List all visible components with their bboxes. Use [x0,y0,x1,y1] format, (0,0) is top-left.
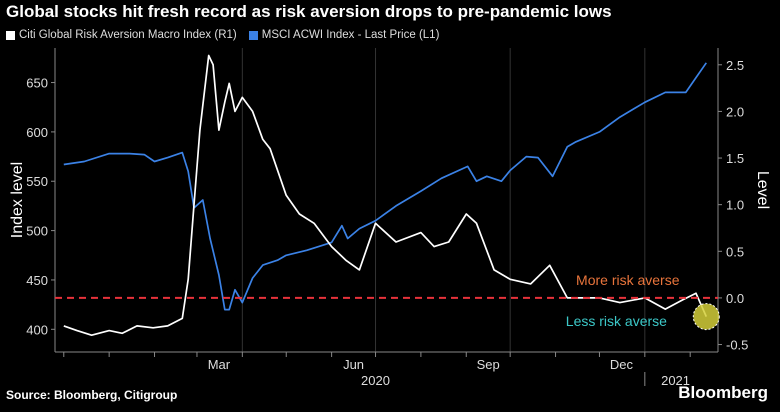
x-tick-label: Mar [208,357,231,372]
left-tick-label: 500 [26,224,48,239]
right-tick-label: 2.0 [726,104,744,119]
right-tick-label: -0.5 [726,338,748,353]
right-tick-label: 1.0 [726,198,744,213]
right-tick-label: 1.5 [726,151,744,166]
annotation-more-risk-averse: More risk averse [576,272,680,288]
x-tick-label: Dec [610,357,634,372]
right-axis-title: Level [754,171,771,209]
risk-aversion-line [63,54,708,337]
x-tick-label: Sep [477,357,500,372]
legend-item-risk-aversion: Citi Global Risk Aversion Macro Index (R… [6,29,237,41]
legend-swatch-risk-aversion [6,30,15,40]
left-tick-label: 450 [26,273,48,288]
left-tick-label: 400 [26,322,48,337]
latest-value-highlight [692,303,720,331]
right-tick-label: 0.5 [726,244,744,259]
annotation-less-risk-averse: Less risk averse [566,313,667,329]
legend-label-msci-acwi: MSCI ACWI Index - Last Price (L1) [261,29,440,41]
left-tick-label: 550 [26,174,48,189]
left-tick-label: 650 [26,76,48,91]
year-label-2020: 2020 [361,373,390,388]
bloomberg-logo: Bloomberg [678,383,768,402]
legend-label-risk-aversion: Citi Global Risk Aversion Macro Index (R… [19,29,237,41]
source-note: Source: Bloomberg, Citigroup [6,388,178,402]
left-axis-title: Index level [9,162,26,239]
left-tick-label: 600 [26,125,48,140]
right-tick-label: 0.0 [726,291,744,306]
year-label-2021: 2021 [661,373,690,388]
msci-acwi-line [63,62,707,311]
chart-title: Global stocks hit fresh record as risk a… [6,2,612,21]
legend-swatch-msci-acwi [248,30,258,40]
x-tick-label: Jun [343,357,364,372]
legend-item-msci-acwi: MSCI ACWI Index - Last Price (L1) [248,29,440,41]
right-tick-label: 2.5 [726,58,744,73]
legend: Citi Global Risk Aversion Macro Index (R… [6,29,439,41]
